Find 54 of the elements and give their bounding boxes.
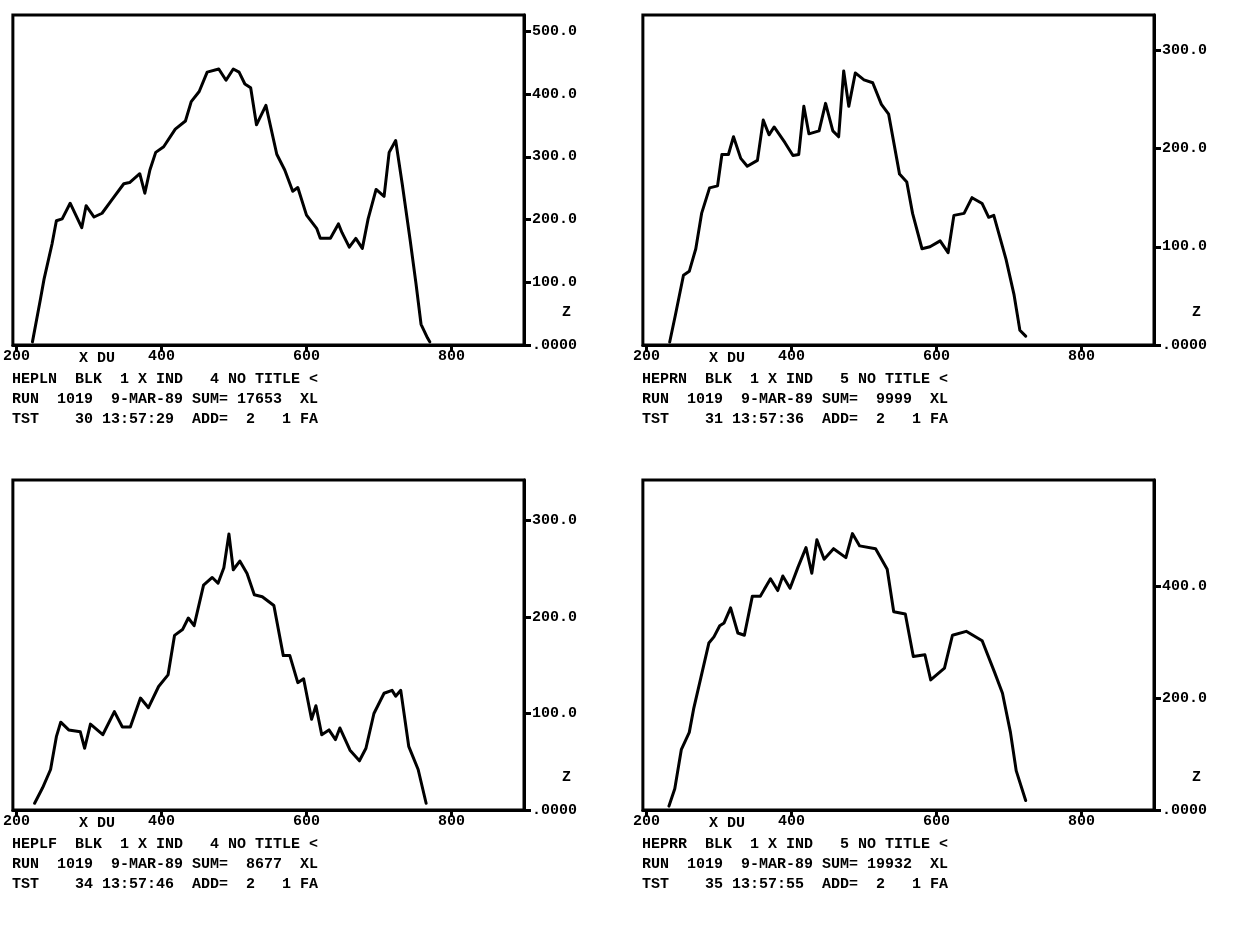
- y-tick-label: .0000: [1162, 336, 1208, 354]
- text: RUN 1019 9-MAR-89 SUM= 17653 XL: [12, 390, 319, 410]
- x-tick-label: 200: [632, 813, 661, 830]
- y-tick-label: 400.0: [1162, 578, 1208, 596]
- y-tick-label: .0000: [532, 801, 578, 819]
- y-axis-title: Z: [1192, 304, 1202, 321]
- text: TST 31 13:57:36 ADD= 2 1 FA: [642, 410, 949, 430]
- y-tick-label: 100.0: [532, 705, 578, 723]
- x-tick-label: 400: [147, 813, 176, 830]
- y-tick-label: 200.0: [1162, 140, 1208, 158]
- x-tick-label: 400: [777, 813, 806, 830]
- text: TST 35 13:57:55 ADD= 2 1 FA: [642, 875, 949, 895]
- x-tick-label: 200: [2, 348, 31, 365]
- text: HEPRR BLK 1 X IND 5 NO TITLE <: [642, 835, 949, 855]
- x-tick-label: 600: [922, 348, 951, 365]
- y-tick-label: 300.0: [1162, 41, 1208, 59]
- y-axis-title: Z: [1192, 769, 1202, 786]
- text: RUN 1019 9-MAR-89 SUM= 19932 XL: [642, 855, 949, 875]
- x-tick-label: 800: [1067, 813, 1096, 830]
- x-tick-label: 800: [437, 348, 466, 365]
- y-tick-label: 300.0: [532, 148, 578, 166]
- text: HEPRN BLK 1 X IND 5 NO TITLE <: [642, 370, 949, 390]
- y-tick-label: 200.0: [532, 211, 578, 229]
- text: HEPLN BLK 1 X IND 4 NO TITLE <: [12, 370, 319, 390]
- x-axis-title: X DU: [709, 350, 746, 367]
- x-axis-title: X DU: [709, 815, 746, 832]
- x-tick-label: 400: [147, 348, 176, 365]
- x-tick-label: 800: [437, 813, 466, 830]
- y-tick-label: 200.0: [532, 608, 578, 626]
- x-tick-label: 600: [922, 813, 951, 830]
- y-axis-title: Z: [562, 769, 572, 786]
- text: HEPLF BLK 1 X IND 4 NO TITLE <: [12, 835, 319, 855]
- text: RUN 1019 9-MAR-89 SUM= 8677 XL: [12, 855, 319, 875]
- x-tick-label: 400: [777, 348, 806, 365]
- y-tick-label: 100.0: [532, 273, 578, 291]
- y-tick-label: 300.0: [532, 512, 578, 530]
- y-tick-label: 200.0: [1162, 689, 1208, 707]
- x-tick-label: 200: [2, 813, 31, 830]
- y-tick-label: .0000: [532, 336, 578, 354]
- text: RUN 1019 9-MAR-89 SUM= 9999 XL: [642, 390, 949, 410]
- y-tick-label: .0000: [1162, 801, 1208, 819]
- y-tick-label: 400.0: [532, 85, 578, 103]
- y-tick-label: 100.0: [1162, 238, 1208, 256]
- y-axis-title: Z: [562, 304, 572, 321]
- y-tick-label: 500.0: [532, 22, 578, 40]
- text: TST 34 13:57:46 ADD= 2 1 FA: [12, 875, 319, 895]
- x-tick-label: 600: [292, 348, 321, 365]
- line-series: [33, 532, 428, 805]
- x-tick-label: 800: [1067, 348, 1096, 365]
- x-axis-title: X DU: [79, 350, 116, 367]
- x-axis-title: X DU: [79, 815, 116, 832]
- text: TST 30 13:57:29 ADD= 2 1 FA: [12, 410, 319, 430]
- x-tick-label: 200: [632, 348, 661, 365]
- x-tick-label: 600: [292, 813, 321, 830]
